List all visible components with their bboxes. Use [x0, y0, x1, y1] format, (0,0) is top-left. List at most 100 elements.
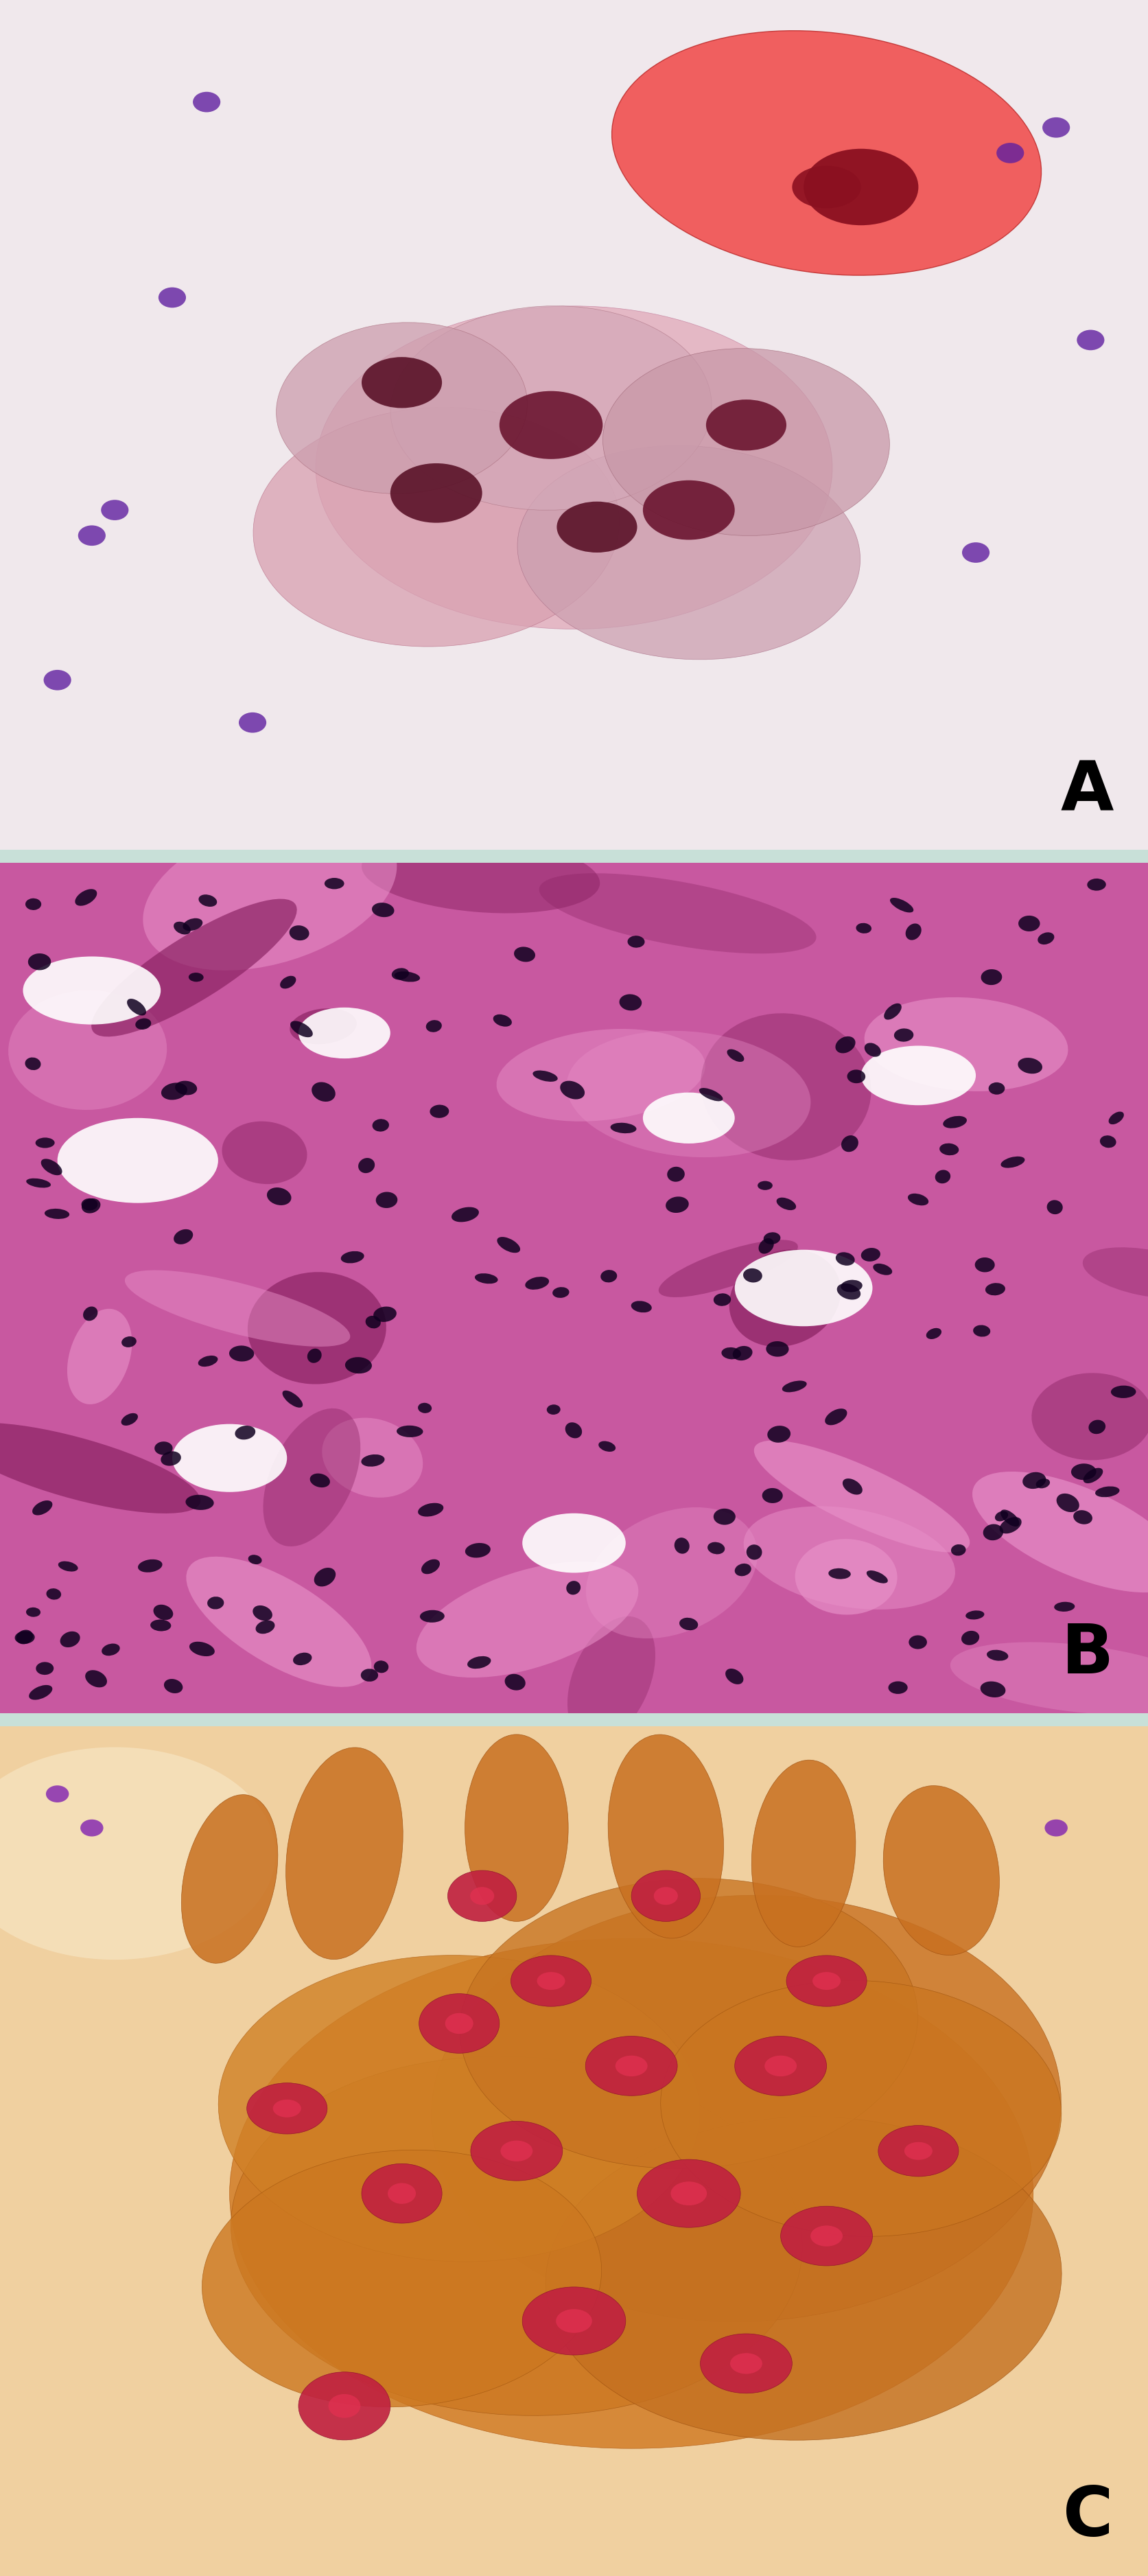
- Ellipse shape: [248, 1273, 386, 1383]
- Ellipse shape: [460, 1878, 917, 2169]
- Ellipse shape: [46, 1589, 61, 1600]
- Ellipse shape: [840, 1280, 862, 1293]
- Ellipse shape: [700, 2334, 792, 2393]
- Ellipse shape: [660, 1981, 1062, 2236]
- Ellipse shape: [545, 2117, 1062, 2439]
- Ellipse shape: [889, 1682, 908, 1695]
- Ellipse shape: [102, 1643, 119, 1656]
- Ellipse shape: [161, 1450, 181, 1466]
- Ellipse shape: [786, 1955, 867, 2007]
- Ellipse shape: [432, 1896, 1061, 2321]
- Ellipse shape: [293, 1654, 312, 1664]
- Ellipse shape: [418, 1502, 443, 1517]
- Ellipse shape: [843, 1479, 862, 1494]
- Ellipse shape: [445, 2012, 473, 2035]
- Ellipse shape: [188, 974, 203, 981]
- FancyBboxPatch shape: [0, 1726, 1148, 2576]
- Ellipse shape: [735, 1249, 872, 1327]
- Ellipse shape: [762, 1489, 783, 1504]
- Ellipse shape: [754, 1440, 970, 1553]
- Ellipse shape: [707, 1543, 724, 1553]
- Circle shape: [46, 1785, 69, 1803]
- Ellipse shape: [15, 1631, 34, 1643]
- Circle shape: [101, 500, 129, 520]
- Ellipse shape: [496, 1028, 705, 1121]
- Ellipse shape: [388, 2182, 416, 2205]
- Ellipse shape: [611, 1123, 636, 1133]
- Ellipse shape: [567, 1615, 656, 1741]
- Circle shape: [962, 544, 990, 562]
- Ellipse shape: [608, 1734, 723, 1937]
- Ellipse shape: [732, 1345, 752, 1360]
- FancyBboxPatch shape: [0, 863, 1148, 1713]
- Ellipse shape: [372, 1118, 389, 1131]
- Ellipse shape: [396, 1425, 422, 1437]
- Text: C: C: [1063, 2483, 1114, 2550]
- Ellipse shape: [943, 1115, 967, 1128]
- Ellipse shape: [183, 917, 202, 930]
- Ellipse shape: [765, 2056, 797, 2076]
- Ellipse shape: [360, 1669, 378, 1682]
- Ellipse shape: [248, 1556, 262, 1564]
- Ellipse shape: [659, 1239, 798, 1298]
- Ellipse shape: [1084, 1468, 1103, 1484]
- Ellipse shape: [864, 997, 1068, 1092]
- Ellipse shape: [231, 2056, 802, 2416]
- Ellipse shape: [540, 873, 816, 953]
- Ellipse shape: [290, 1020, 312, 1038]
- Ellipse shape: [426, 1020, 442, 1033]
- Ellipse shape: [700, 1012, 871, 1159]
- Ellipse shape: [643, 479, 735, 541]
- Ellipse shape: [730, 2352, 762, 2375]
- Ellipse shape: [1038, 933, 1054, 945]
- Ellipse shape: [199, 1355, 218, 1368]
- Ellipse shape: [199, 894, 217, 907]
- Ellipse shape: [189, 1641, 215, 1656]
- Ellipse shape: [60, 1631, 80, 1649]
- Ellipse shape: [763, 1231, 781, 1244]
- FancyBboxPatch shape: [0, 0, 1148, 850]
- Ellipse shape: [390, 464, 482, 523]
- Ellipse shape: [127, 999, 146, 1015]
- Ellipse shape: [341, 1252, 364, 1262]
- Ellipse shape: [813, 1973, 840, 1989]
- Ellipse shape: [518, 446, 860, 659]
- Ellipse shape: [273, 2099, 301, 2117]
- Ellipse shape: [230, 1345, 254, 1363]
- Ellipse shape: [951, 1546, 965, 1556]
- Ellipse shape: [135, 1018, 152, 1030]
- Ellipse shape: [560, 1082, 584, 1100]
- Ellipse shape: [674, 1538, 690, 1553]
- Ellipse shape: [600, 1270, 618, 1283]
- Ellipse shape: [256, 1620, 274, 1633]
- Ellipse shape: [448, 1870, 517, 1922]
- Ellipse shape: [421, 1558, 440, 1574]
- Ellipse shape: [420, 1610, 444, 1623]
- Ellipse shape: [1001, 1157, 1025, 1167]
- Ellipse shape: [612, 31, 1041, 276]
- Ellipse shape: [470, 1888, 494, 1904]
- Ellipse shape: [752, 1759, 855, 1947]
- Ellipse shape: [16, 1631, 33, 1643]
- Ellipse shape: [566, 1582, 581, 1595]
- Ellipse shape: [735, 1564, 751, 1577]
- Ellipse shape: [328, 2393, 360, 2419]
- Ellipse shape: [501, 2141, 533, 2161]
- Ellipse shape: [75, 889, 96, 907]
- Ellipse shape: [0, 1422, 201, 1515]
- Circle shape: [1077, 330, 1104, 350]
- Ellipse shape: [537, 1973, 565, 1989]
- Ellipse shape: [890, 899, 914, 912]
- Ellipse shape: [362, 2164, 442, 2223]
- Ellipse shape: [615, 2056, 647, 2076]
- Ellipse shape: [8, 989, 166, 1110]
- Ellipse shape: [308, 1350, 321, 1363]
- Ellipse shape: [186, 1494, 214, 1510]
- Ellipse shape: [975, 1257, 995, 1273]
- Ellipse shape: [972, 1471, 1148, 1592]
- Ellipse shape: [247, 2084, 327, 2133]
- Ellipse shape: [637, 2159, 740, 2228]
- Ellipse shape: [32, 1499, 53, 1515]
- Ellipse shape: [841, 1136, 859, 1151]
- Ellipse shape: [465, 1543, 490, 1558]
